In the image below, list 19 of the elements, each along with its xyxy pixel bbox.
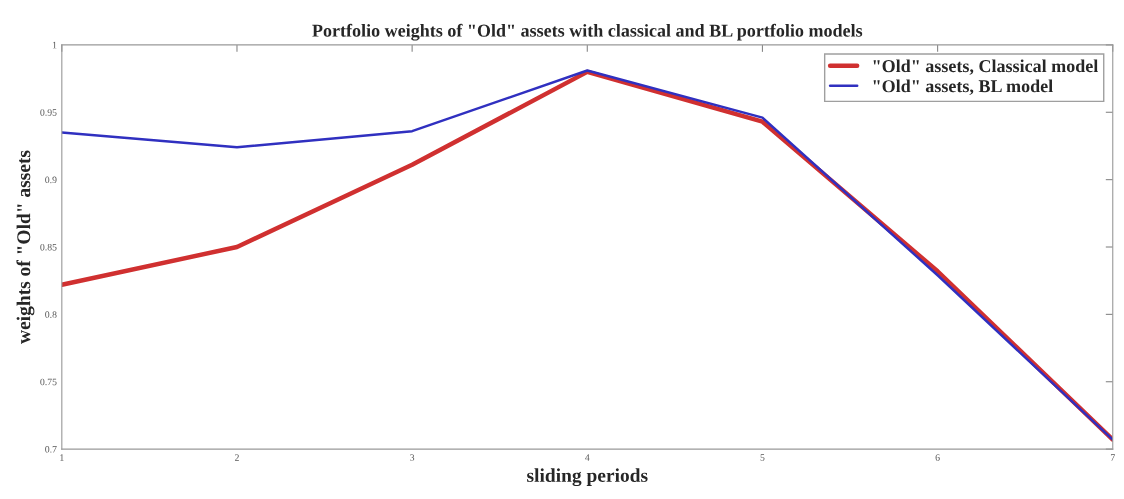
y-tick-label: 0.9 [45,176,57,184]
x-tick-label: 5 [760,454,765,461]
y-tick-label: 1 [52,41,57,49]
x-tick-label: 4 [585,454,590,461]
x-axis-title: sliding periods [527,468,648,487]
y-tick-label: 0.75 [40,378,57,386]
x-tick-label: 2 [234,454,239,461]
y-tick-label: 0.95 [40,109,57,116]
x-tick-label: 7 [1110,454,1115,461]
chart-title: Portfolio weights of "Old" assets with classical and BL portfolio models [312,23,863,41]
y-tick-label: 0.85 [40,243,57,251]
y-tick-label: 0.7 [45,446,57,453]
x-tick-label: 1 [60,454,64,461]
x-tick-label: 3 [410,454,415,461]
legend-label: "Old" assets, BL model [873,79,1053,95]
x-tick-label: 6 [935,454,940,461]
legend-label: "Old" assets, Classical model [873,59,1099,75]
y-tick-label: 0.8 [45,311,57,318]
y-axis-title: weights of "Old" assets [16,150,35,344]
